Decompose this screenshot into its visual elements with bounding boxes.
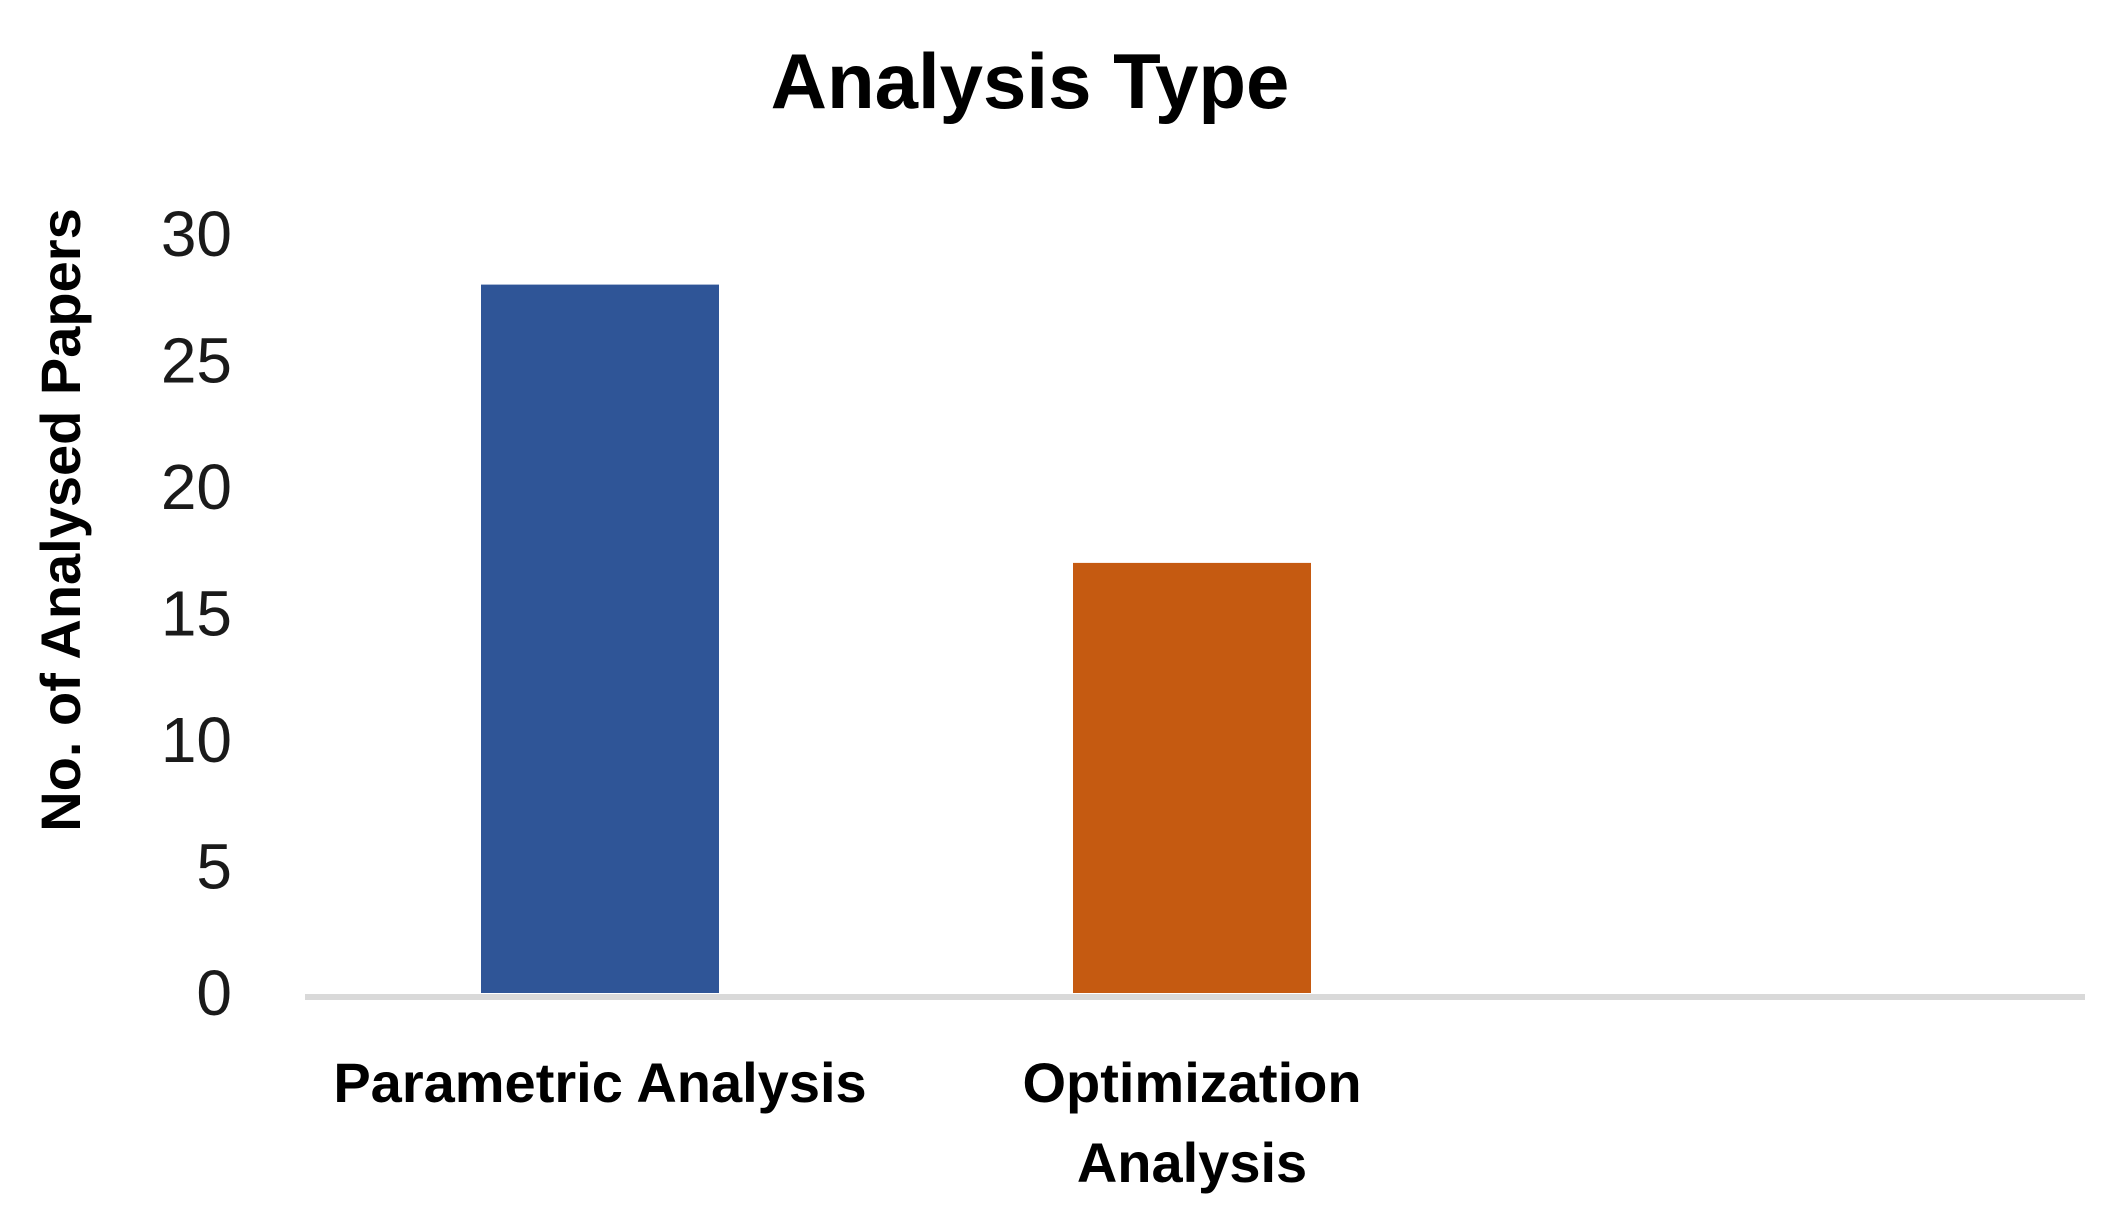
y-tick-label: 20 — [161, 451, 232, 523]
x-tick-label: Parametric Analysis — [333, 1051, 866, 1114]
x-tick-label: Optimization Analysis — [1022, 1051, 1361, 1194]
y-tick-label: 10 — [161, 704, 232, 776]
x-tick-labels: Parametric Analysis Optimization Analysis — [333, 1051, 1361, 1194]
bar — [481, 284, 719, 994]
y-axis-label: No. of Analysed Papers — [29, 208, 92, 831]
y-tick-label: 0 — [196, 957, 232, 1029]
bar — [1073, 562, 1311, 993]
y-tick-label: 25 — [161, 325, 232, 397]
y-tick-label: 15 — [161, 578, 232, 650]
y-tick-labels: 0 5 10 15 20 25 30 — [161, 198, 232, 1029]
chart-title: Analysis Type — [771, 37, 1290, 125]
y-tick-label: 30 — [161, 198, 232, 270]
y-tick-label: 5 — [196, 831, 232, 903]
bars — [481, 284, 1311, 994]
